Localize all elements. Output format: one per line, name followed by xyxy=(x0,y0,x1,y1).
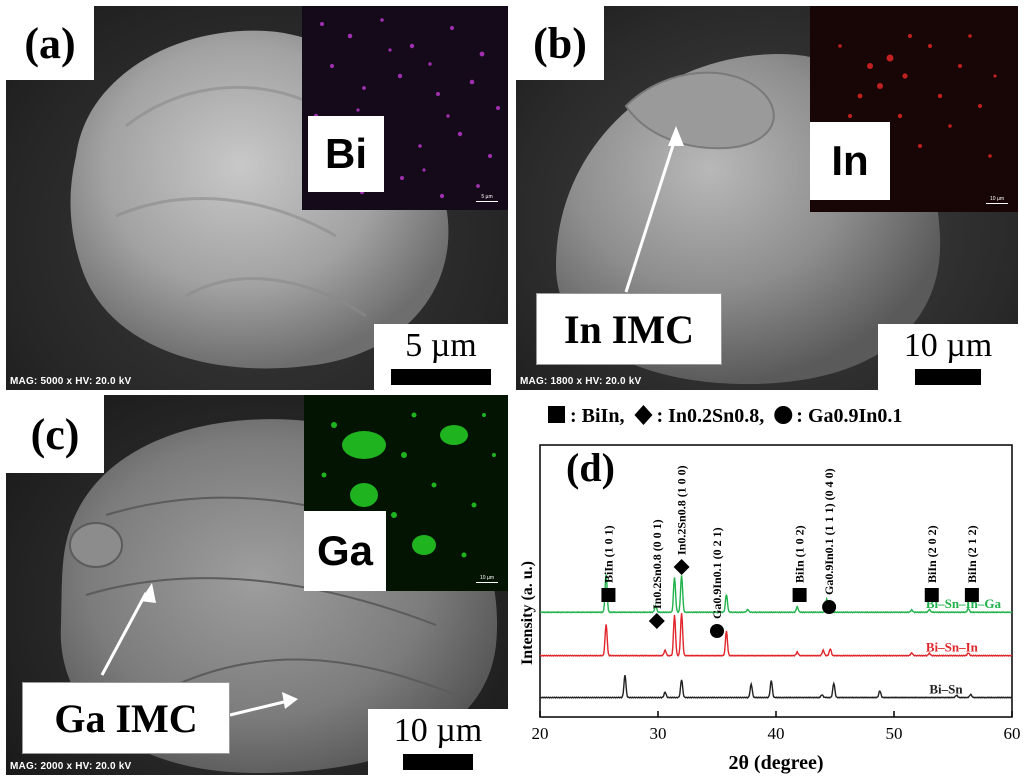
annotation-label: Ga0.9In0.1 (1 1 1) (0 4 0) xyxy=(822,468,836,595)
scale-text-c: 10 µm xyxy=(393,712,483,749)
panel-label-b: (b) xyxy=(516,6,604,80)
scale-bar-a: 5 µm xyxy=(374,324,508,390)
callout-ga-imc: Ga IMC xyxy=(22,682,230,754)
inset-element-bi: Bi xyxy=(308,116,384,192)
inset-element-in: In xyxy=(810,122,890,200)
panel-label-c: (c) xyxy=(6,395,104,473)
legend-item-1: : In0.2Sn0.8, xyxy=(634,405,764,427)
peak-annotations: BiIn (1 0 1) In0.2Sn0.8 (0 0 1) In0.2Sn0.8… xyxy=(601,465,979,638)
mag-text-c: MAG: 2000 x HV: 20.0 kV xyxy=(10,761,132,772)
legend-text: : In0.2Sn0.8, xyxy=(656,405,764,427)
panel-label-a: (a) xyxy=(6,6,94,80)
annotation-6: BiIn (2 0 2) xyxy=(924,525,939,602)
annotation-square-marker xyxy=(601,588,616,602)
callout-arrows-c xyxy=(100,583,298,717)
scale-text-b: 10 µm xyxy=(903,327,993,364)
annotation-label: BiIn (1 0 2) xyxy=(793,525,807,583)
annotation-square-marker xyxy=(964,588,979,602)
annotation-diamond-marker xyxy=(648,613,665,629)
legend-text: : Ga0.9In0.1 xyxy=(796,405,902,427)
legend-item-0: : BiIn, xyxy=(548,405,624,427)
annotation-diamond-marker xyxy=(673,559,690,575)
annotation-label: BiIn (1 0 1) xyxy=(601,525,615,583)
scale-bar-c: 10 µm xyxy=(368,709,508,775)
legend-text: : BiIn, xyxy=(570,405,624,427)
inset-scale-b: 10 µm xyxy=(986,196,1008,204)
x-tick-label: 60 xyxy=(1004,724,1021,743)
annotation-1: In0.2Sn0.8 (0 0 1) xyxy=(648,519,665,629)
sem-panel-b: (b) In 10 µm In IMC 10 µm MAG: 1800 x HV… xyxy=(516,6,1018,390)
series-line-2 xyxy=(540,674,1013,699)
series-label-1: Bi–Sn–In xyxy=(926,640,979,655)
annotation-circle-marker xyxy=(822,600,837,614)
annotation-7: BiIn (2 1 2) xyxy=(964,525,979,602)
eds-map-bi: Bi 5 µm xyxy=(302,6,508,210)
annotation-circle-marker xyxy=(710,624,724,638)
scale-line-b xyxy=(915,369,981,385)
annotation-5: Ga0.9In0.1 (1 1 1) (0 4 0) xyxy=(822,468,837,614)
legend-square-marker xyxy=(548,406,565,423)
annotation-3: Ga0.9In0.1 (0 2 1) xyxy=(710,527,724,638)
eds-map-in: In 10 µm xyxy=(810,6,1018,212)
y-axis-label: Intensity (a. u.) xyxy=(519,561,536,665)
x-tick-label: 40 xyxy=(768,724,785,743)
inset-scale-a: 5 µm xyxy=(476,194,498,202)
x-tick-label: 50 xyxy=(886,724,903,743)
x-axis-ticks: 20 30 40 50 60 xyxy=(532,711,1021,743)
inset-scale-bar-c xyxy=(476,582,498,583)
annotation-square-marker xyxy=(792,588,807,602)
panel-label-d: (d) xyxy=(566,445,615,490)
annotation-label: In0.2Sn0.8 (1 0 0) xyxy=(675,465,689,555)
legend-circle-marker xyxy=(774,406,793,424)
inset-element-ga: Ga xyxy=(304,511,386,591)
series-line-0 xyxy=(539,574,1013,614)
xrd-series: Bi–Sn–In–Ga Bi–Sn–In Bi–Sn xyxy=(539,574,1013,699)
legend-item-2: : Ga0.9In0.1 xyxy=(774,405,902,427)
annotation-label: BiIn (2 1 2) xyxy=(965,525,979,583)
scale-line-a xyxy=(391,369,491,385)
series-line-1 xyxy=(539,613,1013,657)
sem-panel-a: (a) Bi 5 µm 5 µm MAG: 5000 x HV: 20.0 kV xyxy=(6,6,508,390)
x-tick-label: 30 xyxy=(650,724,667,743)
xrd-chart: : BiIn, : In0.2Sn0.8, : Ga0.9In0.1 (d) Bi–… xyxy=(519,405,1021,774)
callout-arrow-b xyxy=(624,126,684,293)
chart-legend: : BiIn, : In0.2Sn0.8, : Ga0.9In0.1 xyxy=(548,405,902,427)
scale-line-c xyxy=(403,754,473,770)
x-axis-label: 2θ (degree) xyxy=(728,752,823,774)
annotation-4: BiIn (1 0 2) xyxy=(792,525,807,602)
x-tick-label: 20 xyxy=(532,724,549,743)
annotation-label: In0.2Sn0.8 (0 0 1) xyxy=(650,519,664,609)
mag-text-b: MAG: 1800 x HV: 20.0 kV xyxy=(520,376,642,387)
inset-scale-text-a: 5 µm xyxy=(481,194,493,200)
inset-scale-bar-b xyxy=(986,203,1008,204)
eds-bi-dots xyxy=(313,18,500,199)
inset-scale-text-c: 10 µm xyxy=(480,575,494,581)
annotation-2: In0.2Sn0.8 (1 0 0) xyxy=(673,465,690,575)
scale-text-a: 5 µm xyxy=(405,327,477,364)
legend-diamond-marker xyxy=(634,405,653,425)
series-label-2: Bi–Sn xyxy=(929,682,963,697)
inset-scale-text-b: 10 µm xyxy=(990,196,1004,202)
annotation-label: BiIn (2 0 2) xyxy=(925,525,939,583)
series-label-0: Bi–Sn–In–Ga xyxy=(926,596,1002,611)
scale-bar-b: 10 µm xyxy=(878,324,1018,390)
inset-scale-bar-a xyxy=(476,201,498,202)
sem-panel-c: (c) Ga 10 µm Ga IMC 10 µm MAG: 2000 x HV… xyxy=(6,395,508,775)
plot-frame xyxy=(539,444,1013,718)
annotation-label: Ga0.9In0.1 (0 2 1) xyxy=(710,527,724,619)
callout-in-imc: In IMC xyxy=(536,293,722,365)
inset-scale-c: 10 µm xyxy=(476,575,498,583)
annotation-0: BiIn (1 0 1) xyxy=(601,525,616,602)
mag-text-a: MAG: 5000 x HV: 20.0 kV xyxy=(10,376,132,387)
eds-map-ga: Ga 10 µm xyxy=(304,395,508,591)
annotation-square-marker xyxy=(924,588,939,602)
